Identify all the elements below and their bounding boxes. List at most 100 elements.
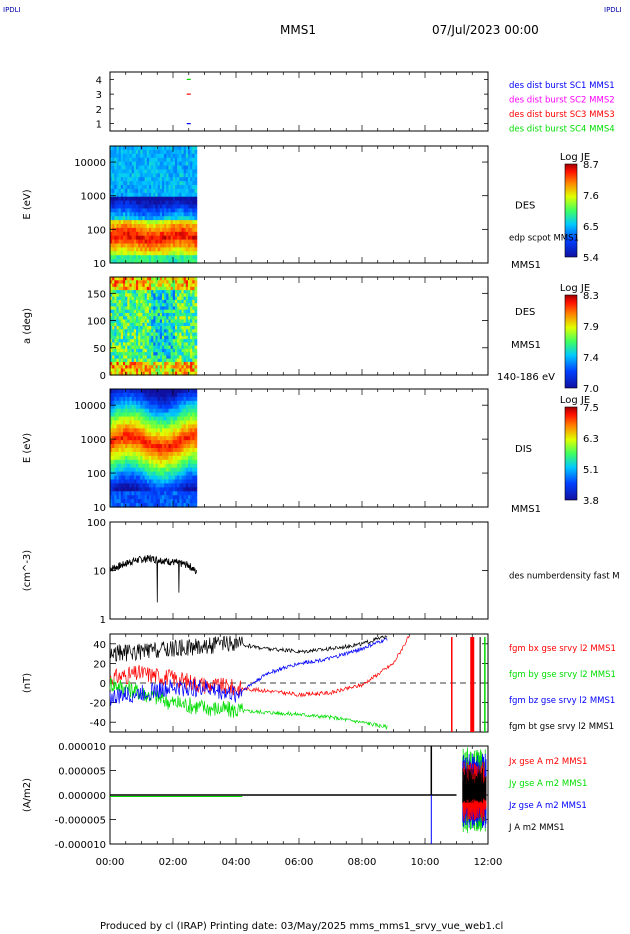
heatmap-cell [166, 495, 170, 500]
time-tick-label: 06:00 [285, 857, 314, 868]
heatmap-cell [131, 326, 135, 330]
heatmap-cell [183, 459, 187, 465]
heatmap-cell [179, 467, 183, 473]
y-tick-label-0: 2 [96, 105, 102, 116]
heatmap-cell [181, 348, 185, 353]
heatmap-cell [114, 235, 118, 241]
heatmap-cell [148, 487, 152, 492]
heatmap-cell [133, 451, 137, 457]
heatmap-cell [135, 280, 139, 285]
heatmap-cell [144, 361, 148, 366]
heatmap-cell [181, 420, 185, 425]
heatmap-cell [135, 355, 139, 360]
heatmap-cell [194, 153, 198, 159]
heatmap-cell [133, 153, 137, 159]
heatmap-cell [122, 412, 126, 418]
heatmap-cell [120, 436, 124, 441]
heatmap-cell [166, 361, 170, 366]
heatmap-cell [164, 345, 167, 350]
heatmap-cell [148, 290, 152, 294]
heatmap-cell [194, 396, 198, 402]
heatmap-cell [179, 239, 183, 245]
heatmap-cell [129, 227, 133, 233]
heatmap-cell [122, 165, 126, 170]
heatmap-cell [129, 389, 133, 394]
heatmap-cell [179, 259, 183, 264]
heatmap-cell [155, 204, 159, 209]
heatmap-cell [110, 503, 113, 508]
heatmap-cell [177, 312, 180, 317]
heatmap-cell [112, 339, 115, 343]
heatmap-cell [159, 487, 163, 492]
heatmap-cell [153, 316, 157, 321]
heatmap-cell [129, 192, 133, 198]
heatmap-cell [153, 444, 157, 449]
heatmap-cell [157, 471, 161, 477]
heatmap-cell [151, 368, 154, 373]
heatmap-cell [131, 348, 135, 353]
heatmap-cell [148, 455, 152, 461]
heatmap-cell [114, 412, 118, 418]
heatmap-cell [114, 348, 118, 353]
heatmap-cell [140, 499, 144, 504]
heatmap-cell [120, 165, 124, 170]
heatmap-cell [187, 475, 191, 481]
heatmap-cell [166, 283, 170, 288]
heatmap-cell [153, 329, 157, 334]
heatmap-cell [110, 259, 113, 264]
heatmap-cell [155, 326, 159, 330]
heatmap-cell [125, 322, 128, 327]
heatmap-cell [164, 255, 167, 260]
heatmap-cell [114, 208, 118, 213]
heatmap-cell [112, 296, 115, 301]
heatmap-cell [177, 165, 180, 170]
heatmap-cell [122, 185, 126, 190]
heatmap-cell [179, 192, 183, 198]
heatmap-cell [170, 306, 174, 311]
heatmap-cell [135, 440, 139, 445]
heatmap-cell [181, 188, 185, 194]
current-burst [462, 747, 487, 834]
heatmap-cell [155, 188, 159, 194]
heatmap-cell [183, 239, 187, 245]
heatmap-cell [151, 475, 154, 481]
heatmap-cell [131, 358, 135, 363]
heatmap-cell [146, 188, 150, 194]
heatmap-cell [161, 355, 165, 360]
heatmap-cell [166, 255, 170, 260]
heatmap-cell [142, 255, 146, 260]
heatmap-cell [122, 212, 126, 217]
heatmap-cell [153, 192, 157, 198]
heatmap-cell [116, 448, 120, 453]
heatmap-cell [112, 316, 115, 321]
legend-entry-0: des dist burst SC1 MMS1 [509, 81, 615, 91]
heatmap-cell [161, 444, 165, 449]
heatmap-cell [151, 149, 154, 155]
heatmap-cell [122, 404, 126, 410]
heatmap-cell [118, 277, 122, 281]
heatmap-cell [155, 436, 159, 441]
heatmap-cell [153, 286, 157, 291]
heatmap-cell [122, 451, 126, 457]
heatmap-cell [166, 329, 170, 334]
heatmap-cell [125, 416, 128, 422]
heatmap-cell [183, 277, 187, 281]
heatmap-cell [116, 188, 120, 194]
heatmap-cell [140, 329, 144, 334]
heatmap-cell [190, 146, 193, 151]
heatmap-cell [118, 146, 122, 151]
heatmap-cell [153, 400, 157, 406]
heatmap-cell [168, 491, 172, 496]
heatmap-cell [118, 365, 122, 370]
heatmap-cell [135, 444, 139, 449]
heatmap-cell [190, 277, 193, 281]
heatmap-cell [172, 463, 176, 469]
heatmap-cell [181, 299, 185, 304]
heatmap-cell [157, 396, 161, 402]
heatmap-cell [185, 192, 189, 198]
heatmap-cell [183, 408, 187, 414]
heatmap-cell [168, 455, 172, 461]
heatmap-cell [144, 277, 148, 281]
heatmap-cell [174, 153, 178, 159]
heatmap-cell [125, 332, 128, 337]
